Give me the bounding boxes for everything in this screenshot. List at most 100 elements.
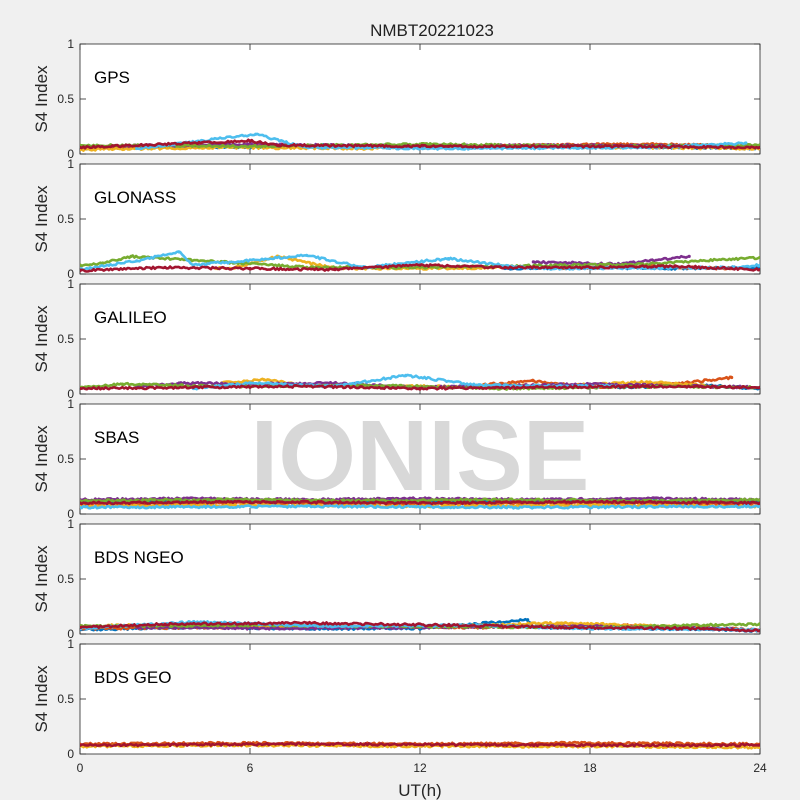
- data-point: [418, 263, 422, 267]
- plot-area: [79, 403, 761, 515]
- x-tick-label: 18: [583, 761, 597, 775]
- plot-area: [79, 283, 761, 395]
- data-point: [191, 385, 195, 389]
- y-tick-label: 1: [67, 637, 74, 651]
- panel-sbas: 0 0.5 1 S4 Index SBAS: [32, 397, 761, 521]
- data-point: [418, 265, 422, 269]
- y-tick-label: 0.5: [57, 692, 74, 706]
- panel-label: GALILEO: [94, 308, 167, 327]
- series-group: [80, 132, 760, 152]
- data-point: [262, 378, 266, 382]
- data-point: [418, 386, 422, 391]
- data-point: [305, 742, 309, 746]
- data-point: [531, 385, 535, 389]
- data-point: [135, 146, 139, 151]
- y-tick-label: 0.5: [57, 92, 74, 106]
- data-point: [248, 266, 252, 271]
- data-point: [645, 384, 649, 388]
- data-point: [254, 132, 258, 136]
- data-point: [758, 263, 760, 267]
- plot-area: [79, 523, 761, 635]
- y-axis-label: S4 Index: [32, 545, 51, 613]
- data-point: [177, 250, 181, 254]
- data-point: [80, 625, 82, 629]
- data-point: [120, 382, 125, 386]
- series-group: [80, 740, 760, 750]
- data-point: [758, 255, 760, 260]
- plot-area: [79, 643, 761, 755]
- data-point: [305, 621, 309, 625]
- data-point: [744, 141, 748, 145]
- data-point: [163, 622, 167, 626]
- panel-label: GLONASS: [94, 188, 176, 207]
- data-point: [276, 626, 280, 631]
- data-point: [418, 501, 422, 505]
- data-point: [80, 263, 82, 267]
- y-tick-label: 0: [67, 147, 74, 161]
- data-point: [446, 257, 450, 261]
- y-axis-label: S4 Index: [32, 665, 51, 733]
- data-point: [80, 505, 82, 509]
- data-point: [248, 142, 252, 146]
- data-point: [80, 269, 82, 273]
- y-tick-label: 0: [67, 507, 74, 521]
- data-point: [475, 383, 479, 387]
- data-point: [701, 626, 705, 631]
- y-axis-label: S4 Index: [32, 305, 51, 373]
- data-point: [101, 261, 105, 265]
- y-axis-label: S4 Index: [32, 185, 51, 253]
- data-point: [758, 385, 760, 389]
- data-point: [560, 621, 564, 625]
- data-point: [191, 263, 195, 267]
- data-point: [758, 268, 760, 272]
- panel-label: GPS: [94, 68, 130, 87]
- data-point: [305, 384, 309, 388]
- y-tick-label: 1: [67, 517, 74, 531]
- data-point: [333, 268, 337, 272]
- data-point: [163, 265, 167, 269]
- x-tick-label: 6: [247, 761, 254, 775]
- y-tick-label: 1: [67, 37, 74, 51]
- y-tick-label: 0: [67, 267, 74, 281]
- y-tick-label: 0.5: [57, 332, 74, 346]
- data-point: [758, 504, 760, 508]
- watermark: IONISE: [251, 400, 590, 512]
- data-point: [80, 743, 82, 747]
- y-tick-label: 0: [67, 627, 74, 641]
- data-point: [758, 145, 760, 149]
- plot-area: [79, 163, 761, 275]
- y-tick-label: 0.5: [57, 452, 74, 466]
- x-tick-label: 0: [77, 761, 84, 775]
- plot-area: [79, 43, 761, 155]
- data-point: [645, 380, 649, 384]
- data-point: [404, 373, 408, 377]
- data-point: [503, 265, 507, 269]
- series-trace: [80, 138, 760, 150]
- panel-galileo: 0 0.5 1 S4 Index GALILEO: [32, 277, 761, 401]
- data-point: [129, 254, 133, 258]
- data-point: [531, 743, 535, 747]
- series-group: [80, 373, 760, 391]
- data-point: [248, 500, 252, 504]
- data-point: [80, 145, 82, 149]
- y-tick-label: 0: [67, 387, 74, 401]
- data-point: [531, 379, 535, 383]
- chart-title: NMBT20221023: [370, 21, 494, 40]
- data-point: [531, 260, 535, 264]
- data-point: [588, 500, 592, 504]
- y-axis-label: S4 Index: [32, 65, 51, 133]
- y-axis-label: S4 Index: [32, 425, 51, 493]
- data-point: [248, 139, 252, 143]
- x-tick-label: 24: [753, 761, 767, 775]
- y-tick-label: 1: [67, 397, 74, 411]
- data-point: [276, 143, 280, 147]
- data-point: [758, 629, 760, 633]
- data-point: [588, 265, 592, 269]
- panel-glonass: 0 0.5 1 S4 Index GLONASS: [32, 157, 761, 281]
- data-point: [531, 505, 535, 509]
- y-tick-label: 0.5: [57, 572, 74, 586]
- data-point: [333, 624, 337, 628]
- data-point: [526, 618, 530, 622]
- panel-bds-geo: 0 0.5 1 S4 Index BDS GEO: [32, 637, 761, 761]
